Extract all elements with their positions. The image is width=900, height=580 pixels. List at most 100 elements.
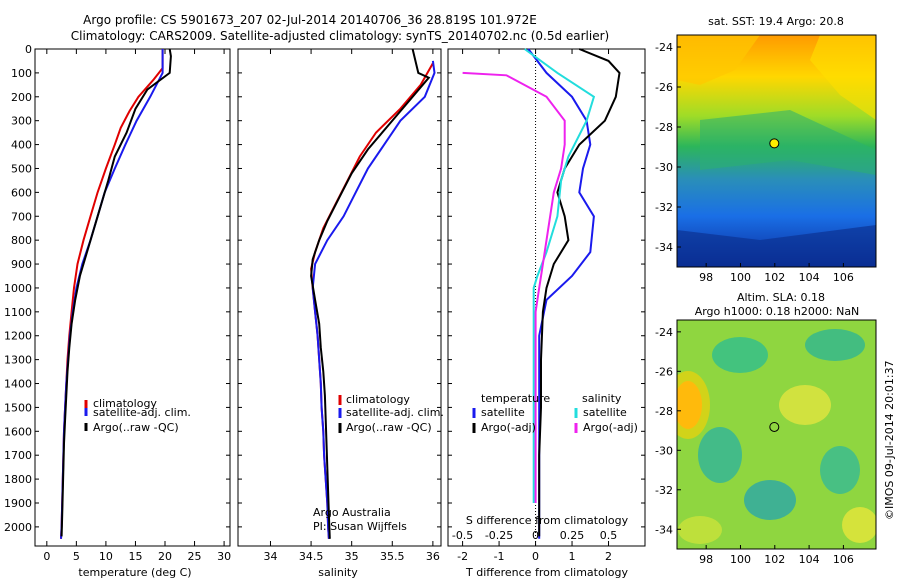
- sla-map-title-1: Altim. SLA: 0.18: [737, 291, 825, 304]
- sla-low-sw: [698, 427, 742, 483]
- temperature-legend: climatology satellite-adj. clim. Argo(..…: [84, 397, 191, 434]
- map-y-tick-label: -24: [655, 41, 673, 54]
- sst-map-axes: 98 100 102 104 106 -24 -26 -28 -30 -32 -34: [655, 41, 854, 284]
- y-tick-label: 1600: [4, 425, 32, 438]
- sla-map: [677, 320, 876, 549]
- legend-label-satellite: satellite-adj. clim.: [346, 406, 444, 419]
- temperature-panel-frame: [34, 48, 231, 547]
- map-y-tick-label: -30: [655, 444, 673, 457]
- salinity-panel-frame: [237, 48, 442, 547]
- map-x-tick-label: 106: [833, 553, 854, 566]
- legend-label-argo: Argo(..raw -QC): [346, 421, 432, 434]
- series-line-argo-adj-: [462, 71, 566, 503]
- sla-map-title-2: Argo h1000: 0.18 h2000: NaN: [695, 305, 860, 318]
- y-tick-label: 500: [11, 162, 32, 175]
- y-tick-label: 1700: [4, 449, 32, 462]
- x-tick-label: 25: [188, 550, 202, 563]
- x-tick-label: 35: [345, 550, 359, 563]
- y-tick-label: 1000: [4, 282, 32, 295]
- x-tick-label: 30: [217, 550, 231, 563]
- map-x-tick-label: 100: [730, 271, 751, 284]
- header-line1: Argo profile: CS 5901673_207 02-Jul-2014…: [83, 13, 537, 27]
- y-tick-label: 1500: [4, 401, 32, 414]
- y-tick-label: 400: [11, 139, 32, 152]
- header-line2: Climatology: CARS2009. Satellite-adjuste…: [71, 29, 609, 43]
- legend-title-salinity: salinity: [582, 392, 622, 405]
- legend-label-s-argo: Argo(-adj): [583, 421, 638, 434]
- map-x-tick-label: 98: [699, 553, 713, 566]
- sla-map-axes: 98 100 102 104 106 -24 -26 -28 -30 -32 -34: [655, 326, 854, 566]
- y-tick-label: 1800: [4, 473, 32, 486]
- difference-legend: temperature salinity satellite Argo(-adj…: [472, 392, 638, 434]
- x-tick-label: -1: [494, 550, 505, 563]
- map-y-tick-label: -24: [655, 326, 673, 339]
- temperature-xlabel: temperature (deg C): [78, 566, 191, 579]
- x-tick-label: 20: [158, 550, 172, 563]
- y-tick-label: 200: [11, 91, 32, 104]
- y-tick-label: 800: [11, 234, 32, 247]
- y-tick-label: 1300: [4, 354, 32, 367]
- map-y-tick-label: -32: [655, 484, 673, 497]
- sla-low-north: [712, 337, 768, 373]
- sla-map-frame: [676, 319, 877, 550]
- legend-label-satellite: satellite-adj. clim.: [93, 406, 191, 419]
- map-x-tick-label: 104: [799, 271, 820, 284]
- x-tick-label: 35.5: [380, 550, 405, 563]
- x-tick-label: 1: [569, 550, 576, 563]
- map-y-tick-label: -34: [655, 523, 673, 536]
- s-tick-label: 0.25: [560, 529, 585, 542]
- x-tick-label: 5: [73, 550, 80, 563]
- sla-high-center: [779, 385, 831, 425]
- legend-label-s-satellite: satellite: [583, 406, 627, 419]
- s-tick-label: -0.5: [452, 529, 473, 542]
- axes-layer: 0 5 10 15 20 25 300100200300400500600700800900…: [4, 43, 645, 563]
- series-line-argo-raw-qc-: [310, 48, 431, 539]
- map-y-tick-label: -32: [655, 201, 673, 214]
- t-difference-xlabel: T difference from climatology: [465, 566, 628, 579]
- series-line-satellite: [527, 48, 595, 539]
- legend-label-climatology: climatology: [93, 397, 157, 410]
- salinity-xlabel: salinity: [318, 566, 358, 579]
- y-tick-label: 900: [11, 258, 32, 271]
- legend-label-t-argo: Argo(-adj): [481, 421, 536, 434]
- x-tick-label: 34: [263, 550, 277, 563]
- sst-map-title: sat. SST: 19.4 Argo: 20.8: [708, 15, 844, 28]
- map-y-tick-label: -26: [655, 81, 673, 94]
- sst-cold-band: [677, 225, 876, 267]
- map-y-tick-label: -28: [655, 405, 673, 418]
- salinity-legend: climatology satellite-adj. clim. Argo(..…: [338, 393, 444, 434]
- legend-label-t-satellite: satellite: [481, 406, 525, 419]
- sst-mid-band: [700, 110, 876, 175]
- argo-position-marker: [769, 138, 780, 149]
- y-tick-label: 300: [11, 115, 32, 128]
- legend-label-climatology: climatology: [346, 393, 410, 406]
- annotation-argo-australia: Argo Australia: [313, 506, 391, 519]
- y-tick-label: 1100: [4, 306, 32, 319]
- map-x-tick-label: 98: [699, 271, 713, 284]
- map-x-tick-label: 102: [764, 271, 785, 284]
- x-tick-label: 0: [43, 550, 50, 563]
- y-tick-label: 1400: [4, 378, 32, 391]
- sst-warm-patch: [677, 35, 760, 85]
- series-line-satellite: [524, 48, 596, 503]
- series-line-argo-adj-: [538, 48, 621, 537]
- x-tick-label: 15: [128, 550, 142, 563]
- series-line-argo-raw-qc-: [60, 48, 172, 537]
- sst-map: [677, 35, 876, 267]
- sst-map-frame: [676, 34, 877, 268]
- map-y-tick-label: -28: [655, 121, 673, 134]
- difference-panel-frame: [447, 48, 646, 547]
- map-x-tick-label: 100: [730, 553, 751, 566]
- y-tick-label: 2000: [4, 521, 32, 534]
- x-tick-label: 2: [605, 550, 612, 563]
- map-x-tick-label: 106: [833, 271, 854, 284]
- imos-stamp: ©IMOS 09-Jul-2014 20:01:37: [883, 360, 896, 520]
- sst-warm-patch-east: [810, 35, 876, 120]
- x-tick-label: -2: [457, 550, 468, 563]
- map-x-tick-label: 102: [764, 553, 785, 566]
- s-tick-label: 0.5: [600, 529, 618, 542]
- x-tick-label: 0: [532, 550, 539, 563]
- y-tick-label: 1200: [4, 330, 32, 343]
- y-tick-label: 100: [11, 67, 32, 80]
